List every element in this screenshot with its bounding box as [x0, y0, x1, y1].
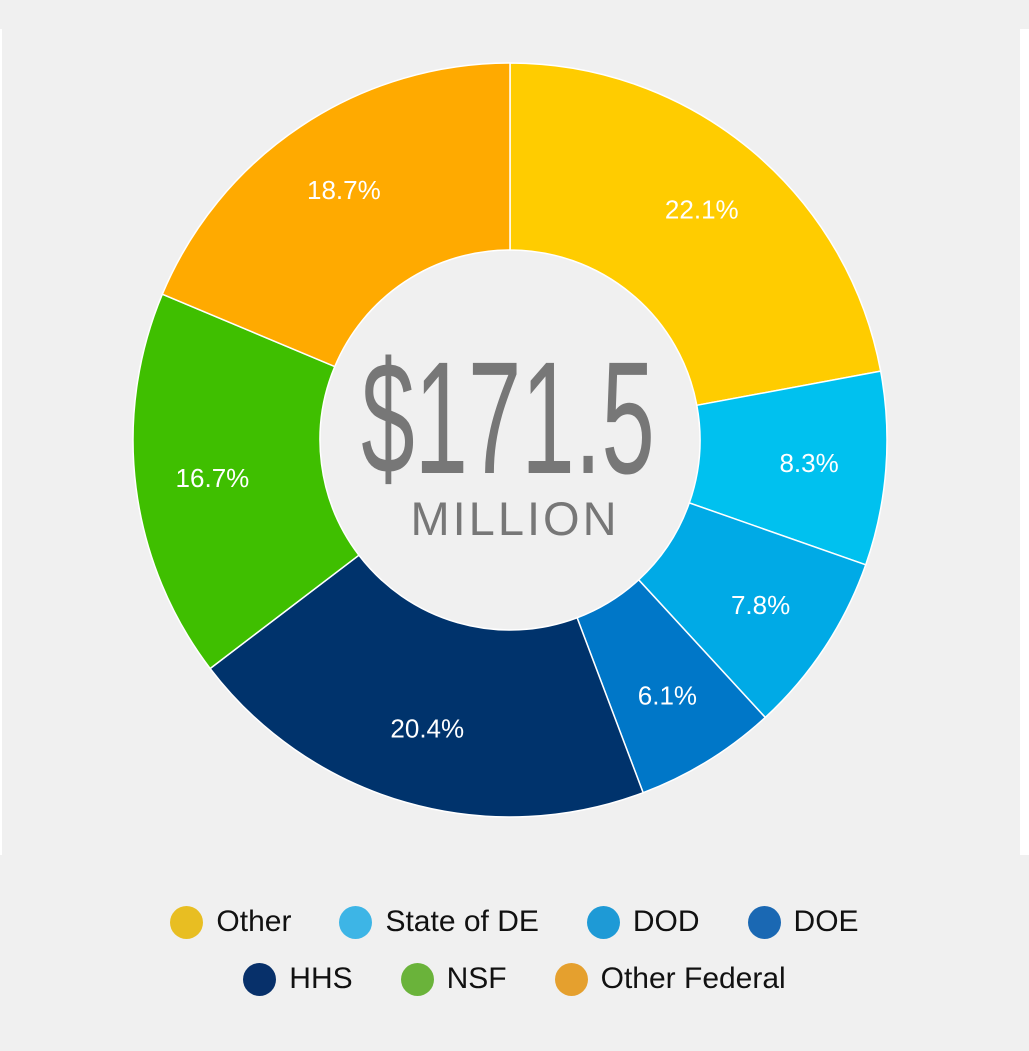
legend-label: NSF	[446, 962, 507, 995]
slice-label: 7.8%	[731, 590, 790, 620]
legend-item-state-of-de[interactable]: State of DE	[339, 905, 539, 939]
slice-label: 20.4%	[390, 713, 464, 743]
legend-label: Other Federal	[600, 962, 786, 995]
total-value: $171.5	[361, 329, 655, 507]
legend-label: HHS	[289, 962, 353, 995]
slice-other[interactable]	[509, 62, 882, 407]
legend-label: DOD	[632, 905, 700, 938]
legend-swatch	[339, 905, 373, 939]
slice-nsf[interactable]	[132, 293, 360, 670]
total-unit: MILLION	[410, 492, 619, 545]
legend-label: State of DE	[385, 905, 539, 938]
legend-swatch	[554, 962, 588, 996]
legend-swatch	[586, 905, 620, 939]
slice-other-federal[interactable]	[161, 62, 511, 368]
legend-label: Other	[216, 905, 292, 938]
slice-label: 16.7%	[176, 463, 250, 493]
slice-label: 6.1%	[638, 680, 697, 710]
legend-swatch	[243, 962, 277, 996]
legend-label: DOE	[793, 905, 859, 938]
frame-edge-left	[0, 29, 2, 855]
legend-row-2: HHS NSF Other Federal	[0, 962, 1029, 996]
legend-row-1: Other State of DE DOD DOE	[0, 905, 1029, 939]
legend-item-other[interactable]: Other	[170, 905, 291, 939]
donut-chart: 22.1%8.3%7.8%6.1%20.4%16.7%18.7% $171.5 …	[132, 62, 888, 818]
slice-label: 18.7%	[307, 175, 381, 205]
slice-label: 8.3%	[779, 448, 838, 478]
legend-swatch	[747, 905, 781, 939]
slice-label: 22.1%	[665, 194, 739, 224]
legend-item-other-federal[interactable]: Other Federal	[554, 962, 786, 996]
slice-hhs[interactable]	[209, 554, 645, 818]
legend-item-nsf[interactable]: NSF	[400, 962, 507, 996]
legend-swatch	[170, 905, 204, 939]
legend-item-dod[interactable]: DOD	[586, 905, 700, 939]
frame-edge-right	[1020, 29, 1029, 855]
legend-item-hhs[interactable]: HHS	[243, 962, 353, 996]
legend-swatch	[400, 962, 434, 996]
legend-item-doe[interactable]: DOE	[747, 905, 859, 939]
